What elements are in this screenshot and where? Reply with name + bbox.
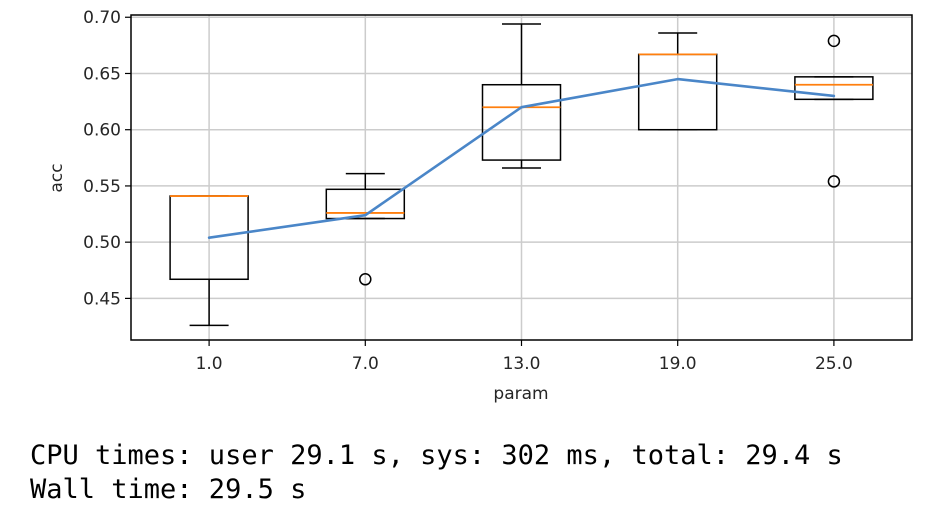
outlier-point: [359, 273, 372, 286]
cpu-times-output: CPU times: user 29.1 s, sys: 302 ms, tot…: [30, 440, 843, 471]
x-tick-label: 7.0: [352, 354, 379, 374]
outlier-point: [827, 175, 841, 188]
x-axis-ticks: 1.0 7.0 13.0 19.0 25.0: [196, 340, 853, 374]
mean-line-layer: [207, 77, 836, 239]
box-1-0: [169, 195, 249, 327]
y-tick-label: 0.45: [83, 289, 121, 309]
y-tick-label: 0.55: [83, 177, 121, 197]
box-plot-chart: 0.45 0.50 0.55 0.60 0.65 0.70 1.0 7.0 13.0 19.0 2…: [47, 8, 913, 404]
box-25-0: [794, 34, 874, 188]
outlier-point: [827, 34, 841, 48]
y-axis-label: acc: [47, 163, 67, 192]
x-axis-label: param: [493, 384, 548, 404]
y-tick-label: 0.60: [83, 121, 121, 141]
x-tick-label: 19.0: [659, 354, 697, 374]
wall-time-output: Wall time: 29.5 s: [30, 474, 307, 505]
x-tick-label: 13.0: [503, 354, 541, 374]
mean-line: [207, 77, 836, 239]
y-tick-label: 0.70: [83, 8, 121, 28]
x-tick-label: 1.0: [196, 354, 223, 374]
y-axis-ticks: 0.45 0.50 0.55 0.60 0.65 0.70: [83, 8, 131, 309]
y-tick-label: 0.50: [83, 233, 121, 253]
x-tick-label: 25.0: [815, 354, 853, 374]
box-19-0: [637, 32, 718, 131]
y-tick-label: 0.65: [83, 64, 121, 84]
box-7-0: [325, 172, 406, 286]
